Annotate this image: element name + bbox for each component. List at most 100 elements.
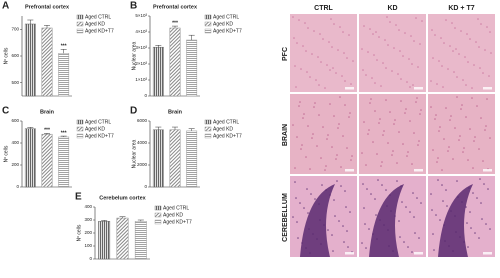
nucleus	[296, 221, 298, 223]
legend-swatch	[76, 28, 84, 34]
nucleus	[412, 84, 414, 86]
nucleus	[374, 82, 376, 84]
nucleus	[299, 202, 301, 204]
nucleus	[376, 59, 378, 61]
bar	[58, 136, 70, 188]
nucleus	[297, 237, 299, 239]
nucleus	[468, 187, 470, 189]
histology-image	[428, 14, 495, 92]
nucleus	[446, 205, 448, 207]
nucleus	[390, 210, 392, 212]
nucleus	[314, 198, 316, 200]
nucleus	[387, 229, 389, 231]
nucleus	[410, 35, 412, 37]
nucleus	[341, 75, 343, 77]
tissue-layer	[300, 184, 335, 257]
nucleus	[430, 106, 432, 108]
legend-swatch	[204, 133, 212, 139]
nucleus	[430, 80, 432, 82]
nucleus	[434, 118, 436, 120]
chart-title: Prefrontal cortex	[25, 4, 70, 10]
nucleus	[437, 179, 439, 181]
y-axis-label: Nuclear area	[131, 41, 137, 70]
nucleus	[489, 31, 491, 33]
nucleus	[391, 154, 393, 156]
chart-title: Prefrontal cortex	[153, 4, 198, 10]
y-tick-label: 4×10³	[135, 29, 147, 34]
y-tick-label: 0	[16, 184, 19, 189]
nucleus	[389, 194, 391, 196]
y-tick-label: 200	[84, 230, 92, 235]
scale-bar	[414, 169, 423, 172]
scale-bar	[483, 252, 492, 255]
nucleus	[480, 117, 482, 119]
nucleus	[311, 53, 313, 55]
nucleus	[373, 54, 375, 56]
nucleus	[395, 24, 397, 26]
nucleus	[378, 36, 380, 38]
nucleus	[365, 164, 367, 166]
nucleus	[295, 86, 297, 88]
nucleus	[370, 98, 372, 100]
nucleus	[452, 250, 454, 252]
nucleus	[315, 79, 317, 81]
nucleus	[366, 188, 368, 190]
nucleus	[304, 22, 306, 24]
nucleus	[435, 114, 437, 116]
nucleus	[443, 224, 445, 226]
nucleus	[327, 134, 329, 136]
bar	[24, 23, 36, 97]
nucleus	[329, 103, 331, 105]
nucleus	[302, 45, 304, 47]
nucleus	[397, 73, 399, 75]
scale-bar	[414, 87, 423, 90]
nucleus	[402, 143, 404, 145]
legend-swatch	[76, 126, 84, 132]
nucleus	[369, 102, 371, 104]
nucleus	[472, 167, 474, 169]
nucleus	[318, 84, 320, 86]
nucleus	[363, 121, 365, 123]
nucleus	[419, 113, 421, 115]
nucleus	[294, 181, 296, 183]
nucleus	[361, 242, 363, 244]
legend-label: Aged CTRL	[163, 205, 189, 211]
column-label: KD	[387, 5, 397, 12]
nucleus	[404, 32, 406, 34]
legend-label: Aged CTRL	[85, 14, 111, 20]
nucleus	[484, 49, 486, 51]
error-bar	[60, 49, 67, 54]
nucleus	[445, 107, 447, 109]
y-tick-label: 500	[11, 80, 19, 85]
nucleus	[462, 151, 464, 153]
y-tick-label: 3×10³	[135, 45, 147, 50]
nucleus	[385, 189, 387, 191]
nucleus	[324, 87, 326, 89]
nucleus	[441, 184, 443, 186]
nucleus	[379, 219, 381, 221]
histology-image	[428, 94, 495, 174]
nucleus	[333, 23, 335, 25]
nucleus	[452, 158, 454, 160]
legend-label: Aged KD	[213, 21, 233, 27]
nucleus	[325, 189, 327, 191]
nucleus	[349, 211, 351, 213]
nucleus	[329, 69, 331, 71]
nucleus	[403, 241, 405, 243]
legend-label: Aged KD+T7	[213, 28, 242, 34]
nucleus	[372, 141, 374, 143]
nucleus	[313, 106, 315, 108]
nucleus	[374, 110, 376, 112]
nucleus	[362, 183, 364, 185]
nucleus	[413, 216, 415, 218]
legend-swatch	[204, 126, 212, 132]
nucleus	[316, 238, 318, 240]
nucleus	[478, 237, 480, 239]
legend-swatch	[76, 119, 84, 125]
nucleus	[319, 33, 321, 35]
nucleus	[391, 70, 393, 72]
nucleus	[442, 86, 444, 88]
nucleus	[481, 218, 483, 220]
significance: ***	[61, 44, 67, 50]
nucleus	[298, 105, 300, 107]
